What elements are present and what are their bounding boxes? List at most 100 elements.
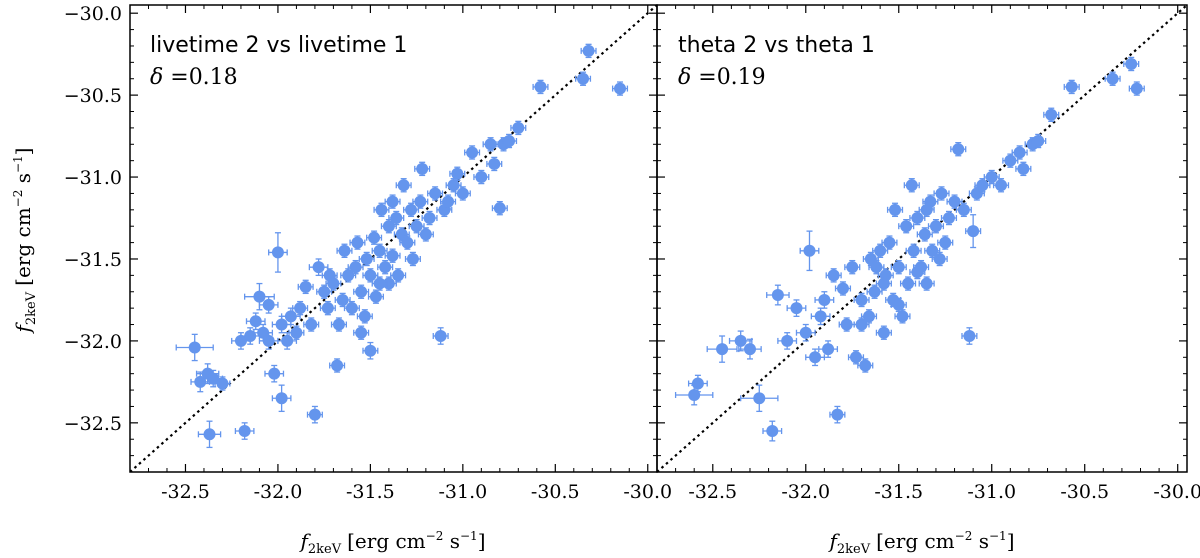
one-to-one-line [657,5,1187,472]
data-point [319,300,336,316]
marker [386,195,399,208]
marker [902,277,915,290]
marker [358,310,371,323]
marker [799,326,812,339]
marker [305,318,318,331]
data-point [838,317,855,332]
data-point [271,384,292,413]
marker [874,244,887,257]
marker [364,344,377,357]
data-point [890,259,907,275]
marker [249,315,262,328]
marker [995,179,1008,192]
y-axis-label: f2keV[erg cm−2 s−1] [11,147,39,334]
data-point [306,405,323,424]
data-point [853,292,870,308]
data-point [886,202,904,218]
panel-right-annotation-title: theta 2 vs theta 1 [678,33,875,58]
data-point [868,259,885,275]
marker [456,187,469,200]
x-axis-label-left: f2keV [erg cm−2 s−1] [298,529,485,557]
data-point [777,332,798,350]
marker [451,167,464,180]
marker [416,162,429,175]
data-point [853,317,870,332]
data-point [766,284,790,306]
marker [312,261,325,274]
data-point [373,202,390,218]
delta-value: 0.19 [717,65,766,90]
delta-symbol: δ [678,65,691,90]
marker [929,220,942,233]
marker [268,367,281,380]
data-point [297,279,314,295]
marker [1017,162,1030,175]
marker [401,236,414,249]
marker [1004,154,1017,167]
marker [868,285,881,298]
data-point [829,405,846,424]
data-point [532,79,549,95]
marker [379,261,392,274]
marker [1125,57,1138,70]
data-point [292,300,309,316]
marker [814,310,827,323]
marker [332,318,345,331]
marker [935,187,948,200]
data-point [388,210,405,226]
marker [321,302,334,315]
marker [859,359,872,372]
delta-symbol: δ [150,65,163,90]
marker [484,138,497,151]
marker [488,157,501,170]
delta-equals: = [163,65,188,90]
marker [323,269,336,282]
marker [614,82,627,95]
data-point [336,243,353,258]
data-point [288,325,305,340]
marker [883,236,896,249]
y-tick-label: −32.5 [64,413,122,435]
x-tick-label: -32.0 [254,481,303,503]
x-tick-label: -31.0 [967,481,1016,503]
marker [216,377,229,390]
data-point [358,251,375,267]
data-point [349,235,366,250]
data-point [308,258,329,277]
data-point [687,374,708,393]
marker [406,252,419,265]
marker [262,334,275,347]
data-point [403,202,420,218]
data-point [857,358,874,373]
data-point [253,323,274,342]
marker [512,121,525,134]
marker [939,236,952,249]
data-point [1128,81,1145,96]
marker [203,428,216,441]
marker [948,195,961,208]
marker [188,341,201,354]
marker [582,44,595,57]
marker [207,372,220,385]
data-point [353,325,370,340]
marker [342,269,355,282]
marker [392,269,405,282]
data-point [417,227,434,242]
marker [275,318,288,331]
data-point [918,276,935,291]
data-point [844,259,861,275]
data-point [950,141,967,157]
marker [967,225,980,238]
marker [294,302,307,315]
data-point [611,81,629,96]
data-point [818,340,839,358]
marker [299,280,312,293]
data-point [946,194,963,209]
data-point [340,268,357,283]
data-point [421,210,438,226]
data-point [445,178,462,193]
panel-right-frame [656,4,1188,473]
data-point [940,210,958,226]
data-point [347,259,364,275]
